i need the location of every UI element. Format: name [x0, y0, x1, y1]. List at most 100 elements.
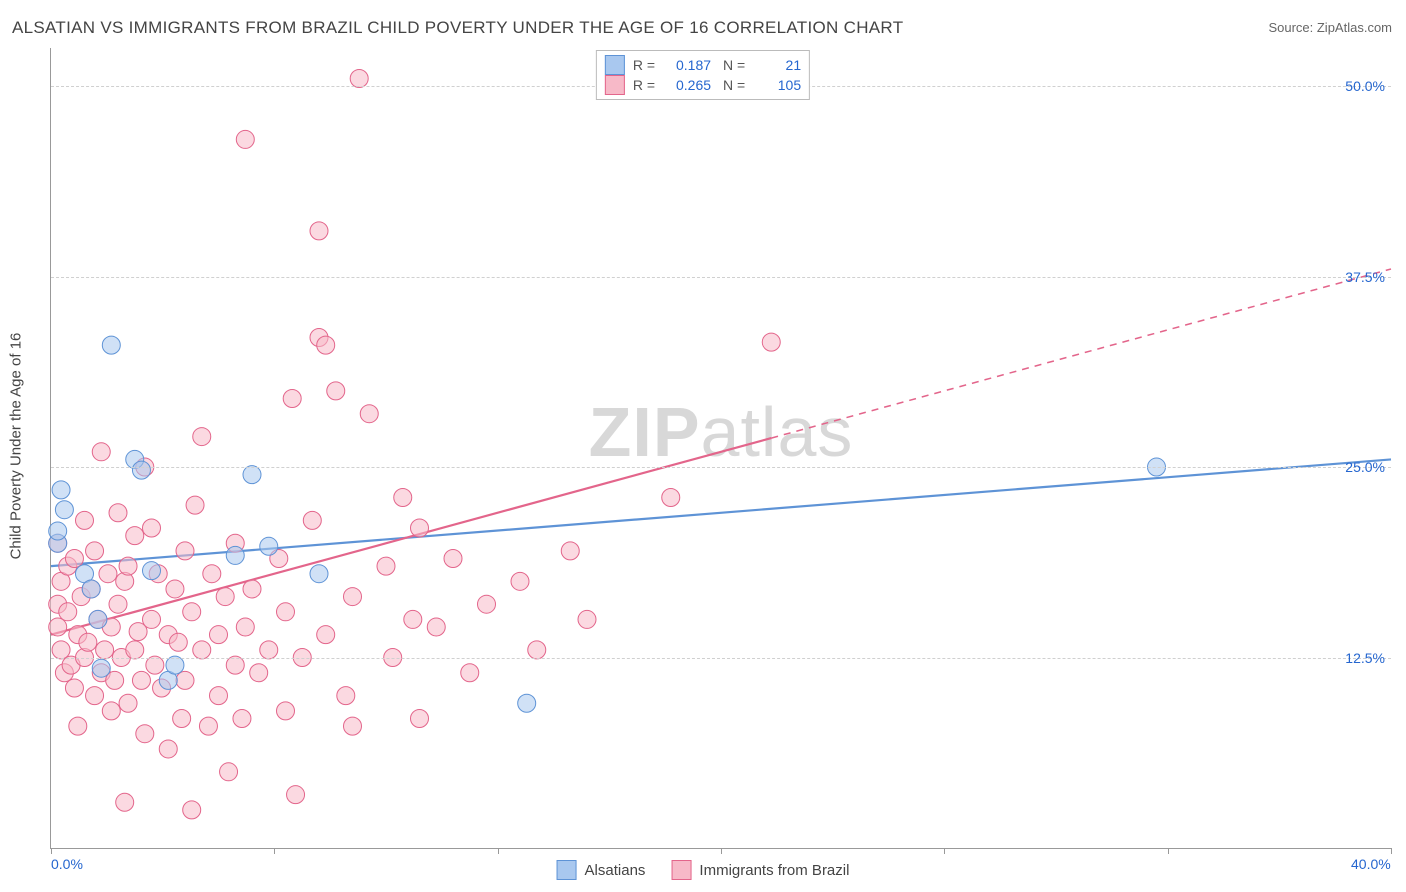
scatter-point [528, 641, 546, 659]
scatter-point [82, 580, 100, 598]
scatter-point [561, 542, 579, 560]
scatter-point [99, 565, 117, 583]
scatter-point [518, 694, 536, 712]
scatter-point [86, 687, 104, 705]
scatter-point [360, 405, 378, 423]
legend-n-value: 21 [753, 55, 801, 75]
legend-stats-row: R = 0.265 N = 105 [605, 75, 801, 95]
legend-series-item: Alsatians [557, 860, 646, 880]
plot-area: ZIPatlas 12.5%25.0%37.5%50.0%0.0%40.0% [50, 48, 1391, 849]
scatter-point [303, 511, 321, 529]
scatter-point [277, 702, 295, 720]
scatter-point [377, 557, 395, 575]
scatter-point [226, 546, 244, 564]
x-tick-mark [1168, 848, 1169, 854]
scatter-point [344, 717, 362, 735]
scatter-point [59, 603, 77, 621]
scatter-point [176, 542, 194, 560]
scatter-point [210, 626, 228, 644]
scatter-point [216, 588, 234, 606]
x-tick-mark [1391, 848, 1392, 854]
scatter-point [89, 610, 107, 628]
scatter-point [283, 389, 301, 407]
scatter-point [86, 542, 104, 560]
scatter-point [578, 610, 596, 628]
scatter-point [173, 709, 191, 727]
scatter-point [116, 793, 134, 811]
gridline [51, 467, 1391, 468]
chart-title: ALSATIAN VS IMMIGRANTS FROM BRAZIL CHILD… [12, 18, 903, 38]
legend-swatch-icon [605, 75, 625, 95]
scatter-point [427, 618, 445, 636]
scatter-point [102, 336, 120, 354]
scatter-point [317, 626, 335, 644]
scatter-point [243, 580, 261, 598]
scatter-point [461, 664, 479, 682]
scatter-point [176, 671, 194, 689]
scatter-point [243, 466, 261, 484]
scatter-point [109, 504, 127, 522]
legend-r-label: R = [633, 55, 655, 75]
scatter-point [52, 641, 70, 659]
scatter-point [49, 618, 67, 636]
scatter-point [193, 428, 211, 446]
scatter-point [199, 717, 217, 735]
scatter-point [337, 687, 355, 705]
scatter-point [662, 489, 680, 507]
gridline [51, 277, 1391, 278]
y-tick-label: 37.5% [1345, 269, 1385, 285]
scatter-point [52, 481, 70, 499]
scatter-point [236, 618, 254, 636]
scatter-point [166, 656, 184, 674]
legend-series: Alsatians Immigrants from Brazil [557, 860, 850, 880]
scatter-point [146, 656, 164, 674]
scatter-point [233, 709, 251, 727]
y-tick-label: 25.0% [1345, 459, 1385, 475]
scatter-point [143, 519, 161, 537]
legend-series-label: Immigrants from Brazil [699, 862, 849, 879]
scatter-point [119, 557, 137, 575]
source-label: Source: ZipAtlas.com [1268, 20, 1392, 35]
scatter-points-layer [51, 48, 1391, 848]
scatter-point [55, 501, 73, 519]
scatter-point [136, 725, 154, 743]
scatter-point [96, 641, 114, 659]
scatter-point [102, 702, 120, 720]
scatter-point [478, 595, 496, 613]
legend-stats: R = 0.187 N = 21 R = 0.265 N = 105 [596, 50, 810, 100]
scatter-point [143, 562, 161, 580]
scatter-point [203, 565, 221, 583]
scatter-point [236, 130, 254, 148]
scatter-point [126, 641, 144, 659]
scatter-point [444, 549, 462, 567]
scatter-point [186, 496, 204, 514]
legend-swatch-icon [671, 860, 691, 880]
x-tick-mark [721, 848, 722, 854]
legend-r-value: 0.187 [663, 55, 711, 75]
scatter-point [287, 786, 305, 804]
y-tick-label: 12.5% [1345, 650, 1385, 666]
y-tick-label: 50.0% [1345, 78, 1385, 94]
x-tick-mark [51, 848, 52, 854]
scatter-point [143, 610, 161, 628]
scatter-point [404, 610, 422, 628]
scatter-point [126, 527, 144, 545]
scatter-point [317, 336, 335, 354]
scatter-point [310, 222, 328, 240]
scatter-point [109, 595, 127, 613]
scatter-point [310, 565, 328, 583]
scatter-point [92, 659, 110, 677]
legend-series-label: Alsatians [585, 862, 646, 879]
scatter-point [193, 641, 211, 659]
scatter-point [65, 549, 83, 567]
legend-swatch-icon [605, 55, 625, 75]
scatter-point [183, 603, 201, 621]
scatter-point [183, 801, 201, 819]
scatter-point [260, 641, 278, 659]
scatter-point [169, 633, 187, 651]
scatter-point [327, 382, 345, 400]
scatter-point [260, 537, 278, 555]
legend-n-label: N = [719, 55, 745, 75]
scatter-point [344, 588, 362, 606]
scatter-point [69, 717, 87, 735]
